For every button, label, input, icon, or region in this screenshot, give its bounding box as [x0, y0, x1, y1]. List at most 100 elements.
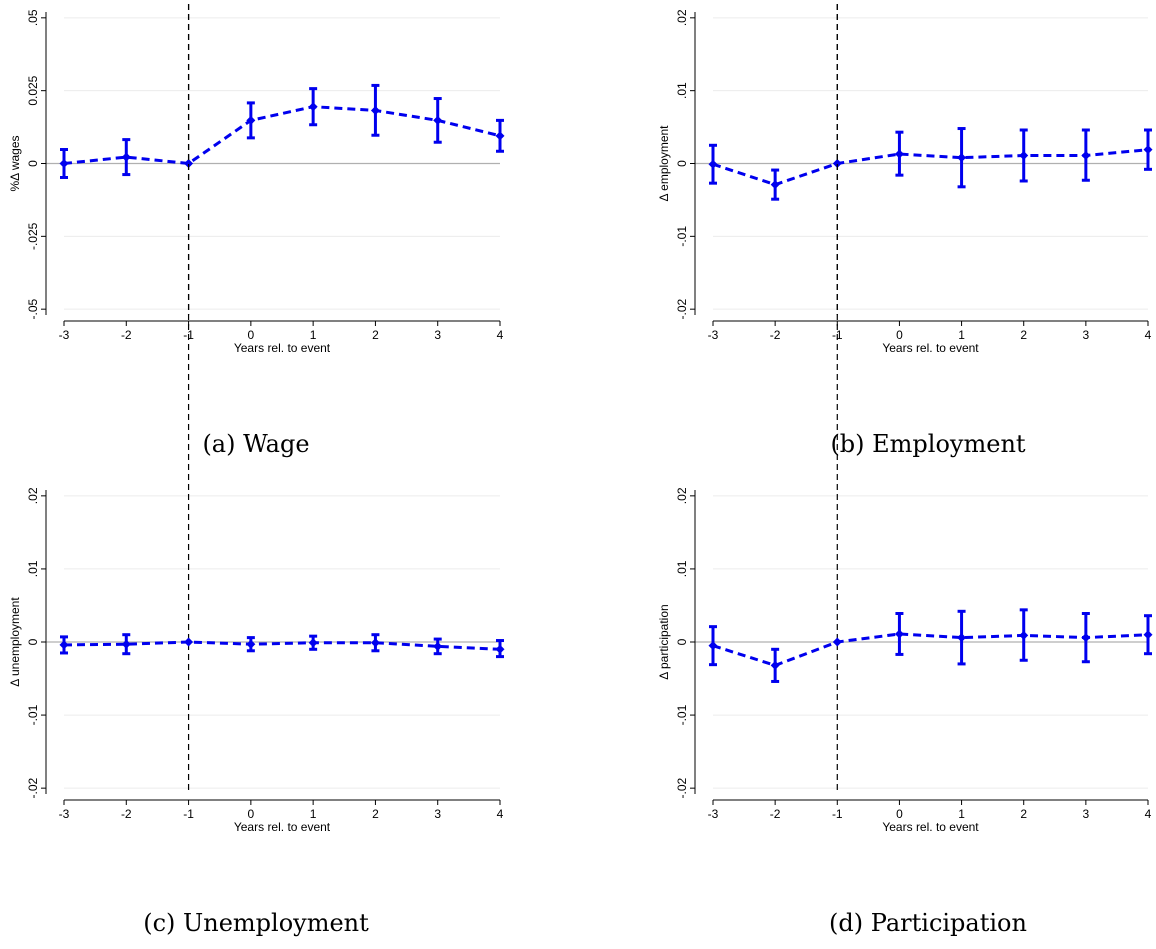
y-tick-label: 0 — [26, 638, 40, 645]
x-axis-label: Years rel. to event — [882, 341, 979, 355]
x-tick-label: -3 — [59, 328, 70, 342]
y-tick-label: 0 — [675, 638, 689, 645]
point-marker — [370, 105, 380, 115]
x-tick-label: 2 — [372, 328, 379, 342]
y-tick-label: -.01 — [675, 704, 689, 725]
point-marker — [894, 629, 904, 639]
x-tick-label: 3 — [434, 328, 441, 342]
x-tick-label: 0 — [896, 807, 903, 821]
x-tick-label: -3 — [708, 328, 719, 342]
x-tick-label: 0 — [896, 328, 903, 342]
point-marker — [1019, 150, 1029, 160]
y-tick-label: 0.025 — [26, 75, 40, 105]
point-marker — [708, 641, 718, 651]
chart-panel-b: -.02-.010.01.02Δ employment-3 -2 -1 0 1 2 3 4Ye… — [657, 4, 1153, 458]
x-tick-label: 0 — [248, 807, 255, 821]
x-tick-label: 3 — [1083, 807, 1090, 821]
chart-panel-d: -.02 -.01 0 .01 .02 Δ participation -3 -2 -1 0 1 2 3… — [657, 4, 1153, 937]
point-marker — [832, 637, 842, 647]
y-tick-label: -.02 — [26, 777, 40, 798]
point-marker — [957, 153, 967, 163]
point-marker — [121, 152, 131, 162]
point-marker — [495, 131, 505, 141]
y-tick-label: .02 — [675, 9, 689, 26]
y-tick-label: -.02 — [675, 777, 689, 798]
x-axis-label: Years rel. to event — [234, 341, 331, 355]
y-tick-label: .01 — [675, 82, 689, 99]
point-marker — [770, 180, 780, 190]
x-tick-label: 4 — [497, 328, 504, 342]
x-tick-label: 2 — [372, 807, 379, 821]
y-axis-label: Δ participation — [657, 604, 671, 679]
y-tick-label: -.025 — [26, 222, 40, 250]
point-marker — [59, 159, 69, 168]
y-tick-label: .01 — [26, 560, 40, 577]
estimate-line — [712, 632, 1149, 667]
point-marker — [832, 159, 842, 168]
y-tick-label: -.01 — [26, 704, 40, 725]
point-marker — [1143, 630, 1153, 640]
point-marker — [184, 637, 194, 647]
point-marker — [433, 641, 443, 651]
point-marker — [121, 639, 131, 649]
panel-caption: (d) Participation — [829, 909, 1027, 937]
chart-panel-c: -.02 -.01 0 .01 .02 Δ unemployment -3 -2 -1 0 1 2 3 4… — [8, 4, 505, 937]
y-axis-label: Δ unemployment — [8, 597, 22, 687]
point-marker — [246, 115, 256, 125]
x-tick-label: -3 — [708, 807, 719, 821]
point-marker — [246, 639, 256, 649]
x-tick-label: 4 — [1145, 328, 1152, 342]
panel-caption: (b) Employment — [830, 430, 1025, 458]
y-axis-label: Δ employment — [657, 125, 671, 202]
x-tick-label: 2 — [1020, 328, 1027, 342]
estimate-line — [712, 148, 1149, 187]
panel-caption: (a) Wage — [202, 430, 309, 458]
x-tick-label: -3 — [59, 807, 70, 821]
point-marker — [1019, 630, 1029, 640]
y-tick-label: 0 — [675, 160, 689, 167]
y-tick-label: .02 — [675, 487, 689, 504]
y-tick-label: -.02 — [675, 299, 689, 320]
point-marker — [957, 633, 967, 643]
x-tick-label: 1 — [310, 328, 317, 342]
point-marker — [1143, 145, 1153, 155]
x-tick-label: 1 — [958, 328, 965, 342]
point-marker — [370, 638, 380, 648]
estimate-line — [63, 640, 501, 651]
x-tick-label: 4 — [1145, 807, 1152, 821]
x-tick-label: 0 — [248, 328, 255, 342]
y-tick-label: -.01 — [675, 226, 689, 247]
point-marker — [1081, 150, 1091, 160]
point-marker — [770, 660, 780, 670]
panel-caption: (c) Unemployment — [143, 909, 369, 937]
x-tick-label: 4 — [497, 807, 504, 821]
x-tick-label: 1 — [958, 807, 965, 821]
x-tick-label: 2 — [1020, 807, 1027, 821]
y-tick-label: .01 — [675, 560, 689, 577]
x-tick-label: -2 — [770, 807, 781, 821]
x-tick-label: 3 — [434, 807, 441, 821]
x-axis-label: Years rel. to event — [882, 820, 979, 834]
point-marker — [308, 638, 318, 648]
x-tick-label: -2 — [770, 328, 781, 342]
point-marker — [495, 644, 505, 654]
point-marker — [308, 102, 318, 112]
y-tick-label: .02 — [26, 487, 40, 504]
x-tick-label: -2 — [121, 328, 132, 342]
x-axis-label: Years rel. to event — [234, 820, 331, 834]
x-tick-label: -1 — [183, 807, 194, 821]
x-tick-label: 3 — [1083, 328, 1090, 342]
point-marker — [708, 159, 718, 169]
y-tick-label: 0 — [26, 160, 40, 167]
point-marker — [1081, 633, 1091, 643]
y-axis-label: %Δ wages — [8, 135, 22, 191]
point-marker — [184, 159, 194, 168]
x-tick-label: -1 — [832, 807, 843, 821]
x-tick-label: -2 — [121, 807, 132, 821]
point-marker — [433, 115, 443, 125]
y-tick-label: .05 — [26, 9, 40, 26]
point-marker — [59, 640, 69, 650]
x-tick-label: 1 — [310, 807, 317, 821]
